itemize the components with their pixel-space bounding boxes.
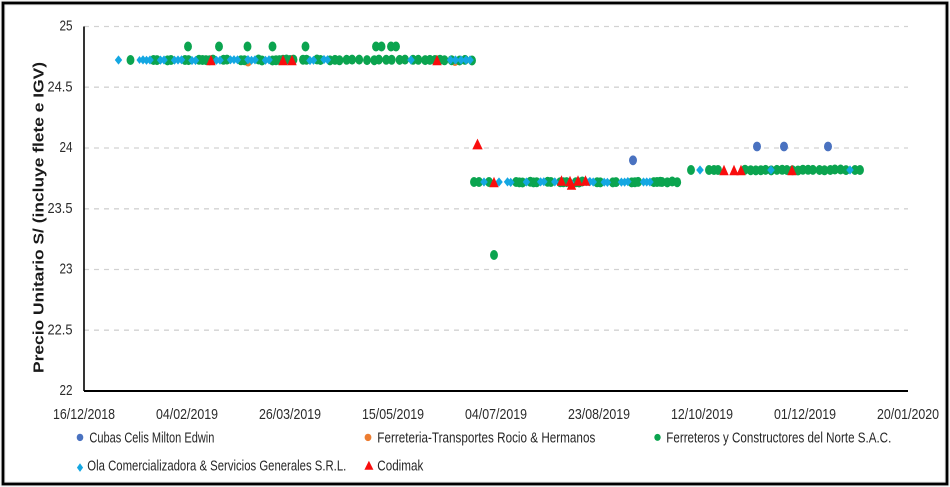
svg-text:22.5: 22.5: [48, 321, 73, 338]
svg-text:16/12/2018: 16/12/2018: [53, 406, 115, 423]
svg-text:04/07/2019: 04/07/2019: [465, 406, 527, 423]
svg-text:20/01/2020: 20/01/2020: [877, 406, 939, 423]
svg-text:Ferreteros y Constructores del: Ferreteros y Constructores del Norte S.A…: [666, 431, 891, 447]
svg-text:01/12/2019: 01/12/2019: [774, 406, 836, 423]
svg-text:23/08/2019: 23/08/2019: [568, 406, 630, 423]
svg-text:22: 22: [60, 382, 73, 399]
svg-text:24.5: 24.5: [48, 79, 73, 96]
svg-text:12/10/2019: 12/10/2019: [671, 406, 733, 423]
svg-text:Cubas Celis Milton Edwin: Cubas Celis Milton Edwin: [89, 431, 214, 447]
svg-text:23.5: 23.5: [48, 200, 73, 217]
svg-text:26/03/2019: 26/03/2019: [259, 406, 321, 423]
svg-text:24: 24: [60, 139, 73, 156]
svg-text:23: 23: [60, 261, 73, 278]
svg-text:Precio Unitario S/ (incluye fl: Precio Unitario S/ (incluye flete e IGV): [31, 62, 47, 373]
svg-text:Ferreteria-Transportes Rocio &: Ferreteria-Transportes Rocio & Hermanos: [377, 431, 595, 447]
svg-text:15/05/2019: 15/05/2019: [362, 406, 424, 423]
svg-text:25: 25: [60, 18, 73, 35]
svg-text:Codimak: Codimak: [377, 458, 424, 474]
svg-text:04/02/2019: 04/02/2019: [156, 406, 218, 423]
svg-text:Ola Comercializadora & Servici: Ola Comercializadora & Servicios General…: [87, 458, 346, 474]
